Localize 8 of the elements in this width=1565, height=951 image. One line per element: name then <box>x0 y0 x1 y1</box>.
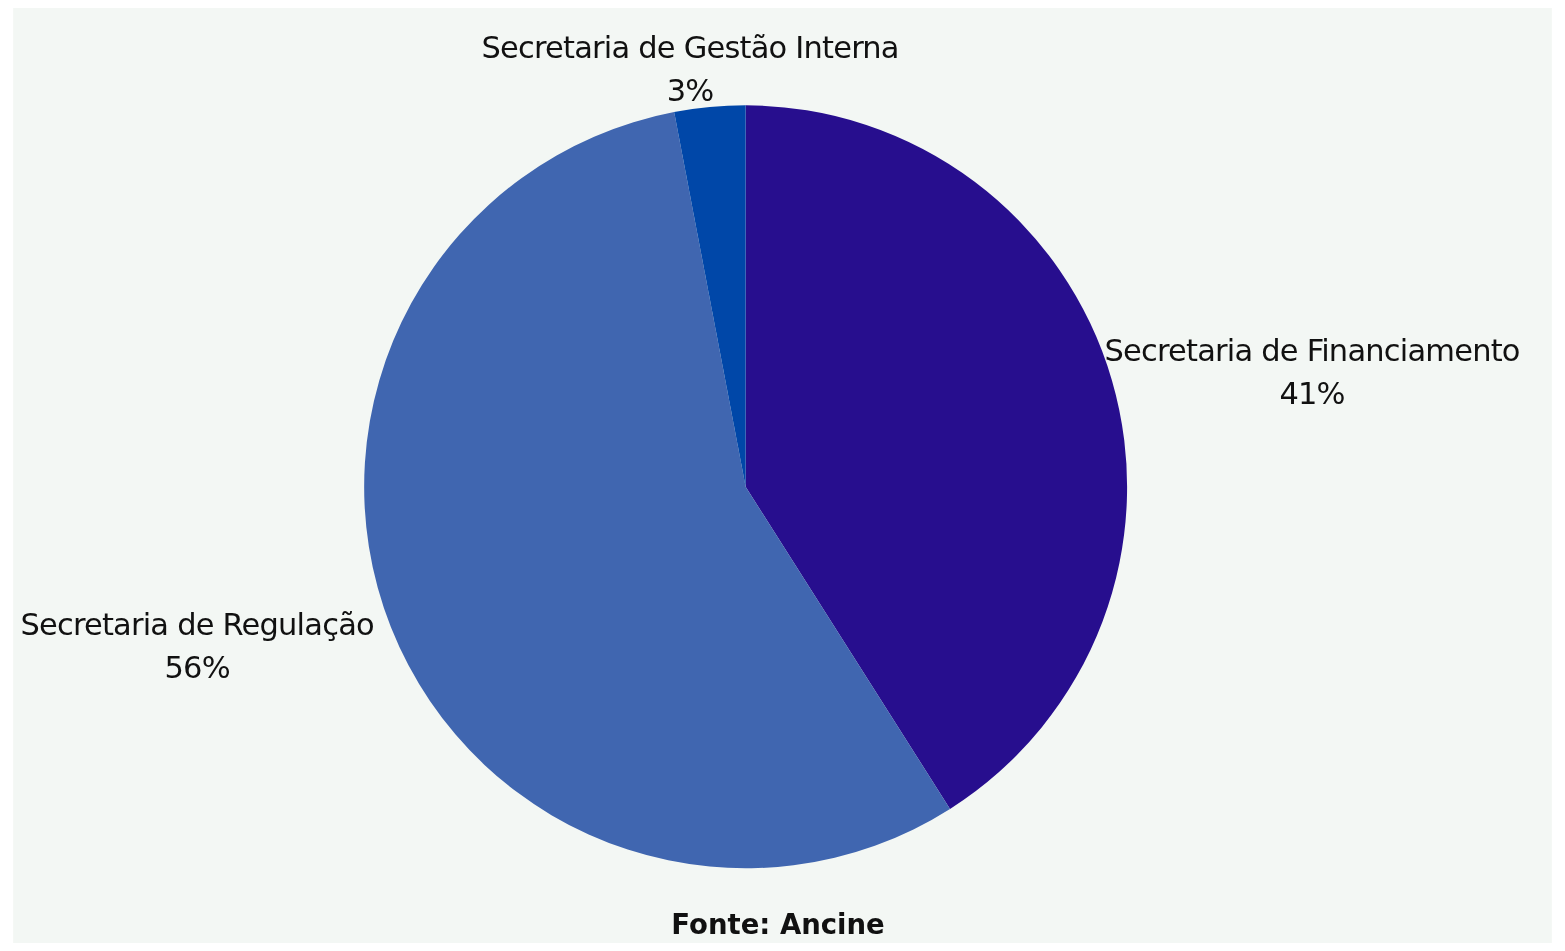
slice-label: Secretaria de Financiamento <box>1104 332 1520 368</box>
pie-slice <box>674 105 746 487</box>
source-note: Fonte: Ancine <box>671 908 885 941</box>
data-label: 56% <box>164 649 230 685</box>
data-label: 41% <box>1279 376 1345 412</box>
data-label: 3% <box>666 73 714 109</box>
slice-label: Secretaria de Regulação <box>20 606 374 642</box>
slice-label: Secretaria de Gestão Interna <box>481 30 899 66</box>
